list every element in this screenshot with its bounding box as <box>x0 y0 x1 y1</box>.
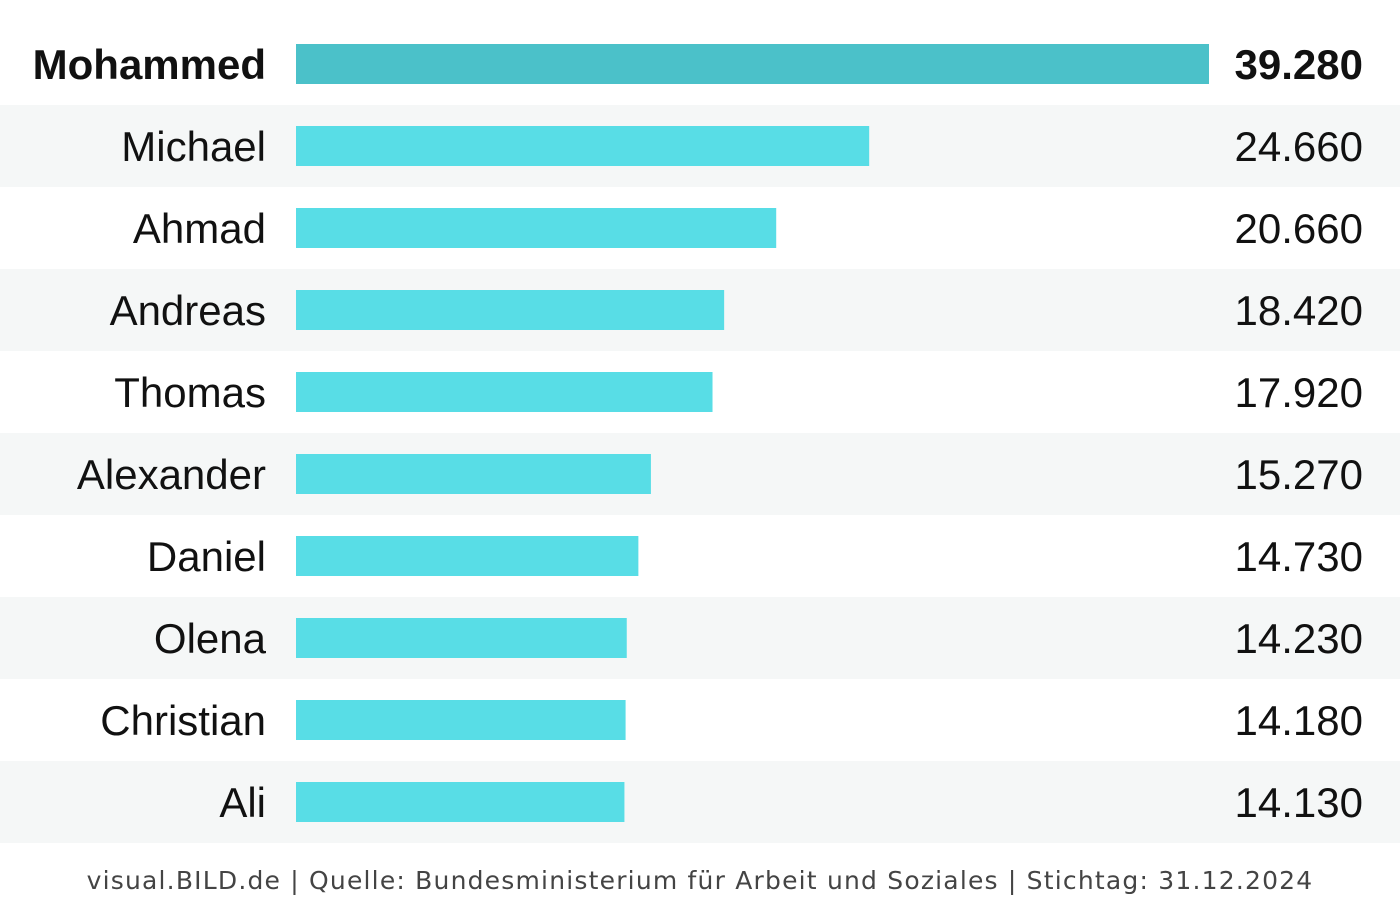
category-label-ali: Ali <box>219 779 266 826</box>
bar-ahmad <box>296 208 777 248</box>
value-label-olena: 14.230 <box>1235 615 1363 662</box>
category-label-mohammed: Mohammed <box>33 41 266 88</box>
bar-row-andreas: Andreas 18.420 <box>0 269 1400 351</box>
value-label-daniel: 14.730 <box>1235 533 1363 580</box>
bar-row-christian: Christian 14.180 <box>100 697 1363 744</box>
value-label-michael: 24.660 <box>1235 123 1363 170</box>
row-stripe <box>0 761 1400 843</box>
value-label-alexander: 15.270 <box>1235 451 1363 498</box>
bar-row-thomas: Thomas 17.920 <box>114 369 1363 416</box>
value-label-ali: 14.130 <box>1235 779 1363 826</box>
category-label-andreas: Andreas <box>110 287 266 334</box>
bar-row-olena: Olena 14.230 <box>0 597 1400 679</box>
bar-christian <box>296 700 626 740</box>
bar-row-daniel: Daniel 14.730 <box>147 533 1363 580</box>
source-footer: visual.BILD.de | Quelle: Bundesministeri… <box>86 866 1314 895</box>
row-stripe <box>0 597 1400 679</box>
value-label-ahmad: 20.660 <box>1235 205 1363 252</box>
bar-row-ahmad: Ahmad 20.660 <box>133 205 1363 252</box>
bar-row-ali: Ali 14.130 <box>0 761 1400 843</box>
category-label-michael: Michael <box>121 123 266 170</box>
category-label-ahmad: Ahmad <box>133 205 266 252</box>
bar-row-michael: Michael 24.660 <box>0 105 1400 187</box>
category-label-olena: Olena <box>154 615 267 662</box>
bar-olena <box>296 618 627 658</box>
category-label-daniel: Daniel <box>147 533 266 580</box>
category-label-christian: Christian <box>100 697 266 744</box>
bar-thomas <box>296 372 713 412</box>
bar-ali <box>296 782 625 822</box>
bar-alexander <box>296 454 651 494</box>
category-label-alexander: Alexander <box>77 451 266 498</box>
value-label-mohammed: 39.280 <box>1235 41 1363 88</box>
value-label-christian: 14.180 <box>1235 697 1363 744</box>
bar-row-mohammed: Mohammed 39.280 <box>33 41 1363 88</box>
value-label-thomas: 17.920 <box>1235 369 1363 416</box>
bar-daniel <box>296 536 639 576</box>
value-label-andreas: 18.420 <box>1235 287 1363 334</box>
bar-michael <box>296 126 870 166</box>
row-stripe <box>0 433 1400 515</box>
category-label-thomas: Thomas <box>114 369 266 416</box>
bar-row-alexander: Alexander 15.270 <box>0 433 1400 515</box>
bar-andreas <box>296 290 725 330</box>
bar-mohammed <box>296 44 1209 84</box>
